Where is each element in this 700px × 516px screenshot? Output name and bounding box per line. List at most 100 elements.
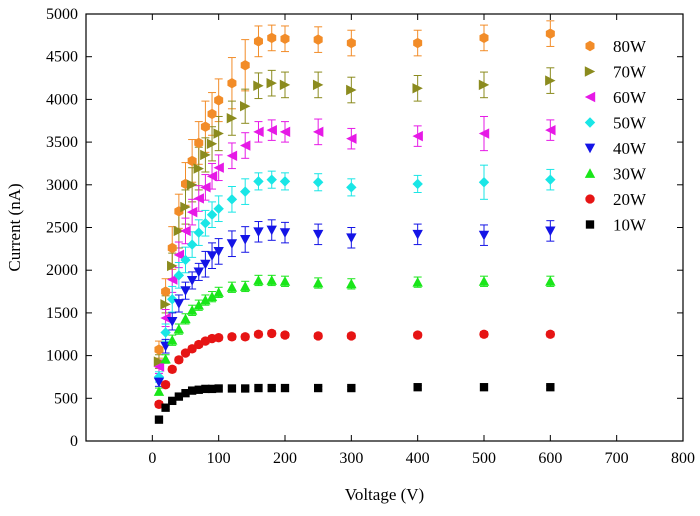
data-point-20w xyxy=(160,379,171,390)
data-point-10w xyxy=(194,385,203,394)
y-axis-label: Current (nA) xyxy=(5,183,24,271)
data-point-60w xyxy=(545,124,556,136)
data-point-60w xyxy=(186,206,198,218)
data-point-30w xyxy=(478,276,490,286)
data-point-60w xyxy=(412,130,423,142)
data-point-40w xyxy=(312,229,324,240)
legend-label: 10W xyxy=(613,216,647,235)
x-tick-label: 300 xyxy=(339,450,363,467)
data-point-80w xyxy=(313,34,323,45)
data-point-30w xyxy=(167,335,178,345)
x-tick-label: 400 xyxy=(406,450,430,467)
x-axis-label: Voltage (V) xyxy=(345,485,424,504)
data-point-10w xyxy=(241,384,250,393)
data-point-20w xyxy=(227,332,237,342)
data-point-10w xyxy=(154,415,164,424)
data-point-50w xyxy=(200,218,211,229)
data-point-40w xyxy=(186,276,198,286)
data-point-60w xyxy=(180,225,191,237)
y-tick-label: 1000 xyxy=(46,348,78,365)
data-point-70w xyxy=(193,163,204,174)
data-point-50w xyxy=(213,203,224,214)
data-point-70w xyxy=(200,149,211,161)
data-point-30w xyxy=(545,276,556,286)
legend-marker-80w xyxy=(585,40,595,52)
data-point-60w xyxy=(226,150,238,161)
data-point-10w xyxy=(174,392,184,401)
data-point-40w xyxy=(412,229,423,240)
data-point-70w xyxy=(478,79,490,91)
data-point-60w xyxy=(173,249,185,261)
data-point-20w xyxy=(240,332,250,342)
legend-marker-40w xyxy=(584,143,596,154)
data-point-30w xyxy=(240,281,251,291)
data-point-30w xyxy=(180,313,191,324)
data-point-70w xyxy=(253,80,264,91)
data-point-10w xyxy=(347,383,356,393)
data-point-10w xyxy=(254,383,263,393)
data-point-10w xyxy=(479,383,489,392)
data-point-50w xyxy=(240,186,251,197)
data-point-80w xyxy=(413,37,423,49)
data-point-60w xyxy=(213,162,224,173)
data-point-70w xyxy=(186,179,198,190)
data-point-80w xyxy=(167,242,177,254)
data-point-50w xyxy=(312,177,324,188)
data-point-30w xyxy=(193,300,204,310)
legend-label: 50W xyxy=(613,114,647,133)
data-point-50w xyxy=(478,177,490,188)
data-point-80w xyxy=(346,37,356,49)
data-point-80w xyxy=(187,155,197,167)
legend-label: 70W xyxy=(613,63,647,82)
data-point-60w xyxy=(167,274,178,285)
y-tick-label: 2500 xyxy=(46,220,78,237)
data-point-80w xyxy=(253,36,263,47)
data-point-70w xyxy=(412,83,423,94)
data-point-70w xyxy=(173,225,185,237)
data-point-50w xyxy=(253,176,264,187)
data-point-30w xyxy=(346,278,357,289)
legend-marker-50w xyxy=(584,117,596,128)
data-point-70w xyxy=(346,84,357,96)
y-tick-label: 1500 xyxy=(46,305,78,322)
data-point-80w xyxy=(240,60,250,71)
data-point-20w xyxy=(213,332,224,343)
data-point-40w xyxy=(266,225,277,236)
data-point-80w xyxy=(161,286,171,297)
legend-label: 80W xyxy=(613,37,647,56)
data-point-20w xyxy=(253,329,264,339)
data-point-30w xyxy=(213,287,224,297)
data-point-60w xyxy=(240,140,251,151)
x-tick-label: 500 xyxy=(472,450,496,467)
data-point-40w xyxy=(180,286,191,296)
y-tick-label: 4000 xyxy=(46,91,78,108)
data-point-60w xyxy=(279,126,291,138)
data-point-20w xyxy=(267,328,277,339)
data-point-20w xyxy=(479,329,489,339)
data-point-30w xyxy=(226,282,238,292)
y-tick-label: 5000 xyxy=(46,6,78,23)
data-point-30w xyxy=(173,323,185,334)
data-point-20w xyxy=(545,329,556,339)
data-point-70w xyxy=(266,77,277,89)
data-point-20w xyxy=(180,348,191,358)
data-point-70w xyxy=(213,128,224,139)
data-point-20w xyxy=(412,330,423,340)
data-point-40w xyxy=(279,228,291,238)
data-point-80w xyxy=(545,28,555,39)
data-point-60w xyxy=(193,193,204,204)
data-point-60w xyxy=(266,124,277,136)
data-point-70w xyxy=(180,201,191,213)
data-point-80w xyxy=(200,121,210,132)
data-point-20w xyxy=(313,331,323,341)
data-point-40w xyxy=(253,227,264,237)
data-point-70w xyxy=(153,356,165,367)
x-tick-label: 200 xyxy=(273,450,297,467)
x-tick-label: 800 xyxy=(671,450,695,467)
data-point-10w xyxy=(161,403,170,412)
x-tick-label: 100 xyxy=(207,450,231,467)
data-point-50w xyxy=(226,194,238,205)
data-point-70w xyxy=(312,79,324,91)
data-point-60w xyxy=(160,312,171,324)
